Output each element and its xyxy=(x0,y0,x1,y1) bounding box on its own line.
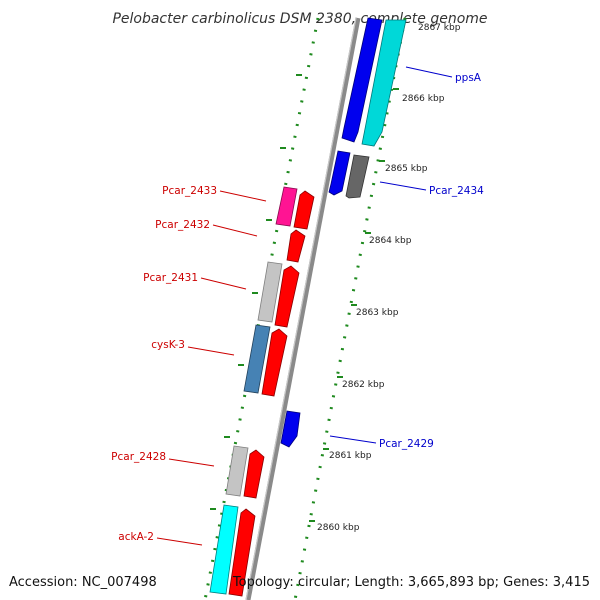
gene-cysK-3-red[interactable] xyxy=(261,328,288,397)
tick-label: 2864 kbp xyxy=(369,236,412,246)
outer-major-ticks xyxy=(309,88,399,522)
gene-label-cysK-3[interactable]: cysK-3 xyxy=(151,339,185,351)
gene-label-pcar-2432[interactable]: Pcar_2432 xyxy=(155,219,210,231)
gene-pcar-2432[interactable] xyxy=(286,229,306,263)
tick-label: 2865 kbp xyxy=(385,164,428,174)
inner-major-ticks xyxy=(210,74,302,510)
topology-text: Topology: circular; Length: 3,665,893 bp… xyxy=(232,575,590,590)
gene-pcar-2428-red[interactable] xyxy=(243,449,265,499)
leader-line-pcar-2428 xyxy=(168,458,215,467)
gene-pcar-2429[interactable] xyxy=(280,410,301,448)
leader-line-cysK-3 xyxy=(187,346,235,356)
gene-pcar-2433-magenta[interactable] xyxy=(275,186,298,227)
gene-cysK-3-steelblue[interactable] xyxy=(243,324,271,394)
leader-line-ackA-2 xyxy=(156,537,203,546)
tick-label: 2866 kbp xyxy=(402,94,445,104)
gene-pcar-2431-grey[interactable] xyxy=(257,261,283,323)
gene-pcar-2433-red[interactable] xyxy=(293,190,315,230)
gene-ppsA-blue[interactable] xyxy=(341,17,383,143)
gene-label-pcar-2429[interactable]: Pcar_2429 xyxy=(379,438,434,450)
gene-label-pcar-2433[interactable]: Pcar_2433 xyxy=(162,185,217,197)
leader-line-pcar-2433 xyxy=(219,190,267,202)
leader-line-pcar-2432 xyxy=(212,224,258,237)
leader-line-pcar-2429 xyxy=(329,435,377,444)
tick-label: 2860 kbp xyxy=(317,523,360,533)
leader-line-pcar-2434 xyxy=(379,181,427,191)
outer-tick-ring xyxy=(293,17,407,600)
forward-gene-labels: ppsA Pcar_2434 Pcar_2429 xyxy=(329,66,484,450)
gene-pcar-2431-red[interactable] xyxy=(274,265,300,328)
gene-label-pcar-2434[interactable]: Pcar_2434 xyxy=(429,185,484,197)
gene-ackA-2-cyan[interactable] xyxy=(209,504,239,595)
position-ticks: 2867 kbp 2866 kbp 2865 kbp 2864 kbp 2863… xyxy=(317,23,461,533)
tick-label: 2862 kbp xyxy=(342,380,385,390)
leader-line-pcar-2431 xyxy=(200,277,247,290)
tick-label: 2863 kbp xyxy=(356,308,399,318)
genome-backbone-highlight xyxy=(245,17,357,600)
leader-line-ppsA xyxy=(405,66,453,78)
gene-pcar-2428-grey[interactable] xyxy=(225,445,249,497)
gene-pcar-2434-grey[interactable] xyxy=(345,154,370,199)
gene-label-ackA-2[interactable]: ackA-2 xyxy=(118,531,154,543)
tick-label: 2861 kbp xyxy=(329,451,372,461)
gene-ackA-2-red[interactable] xyxy=(228,508,256,597)
gene-ppsA-cyan[interactable] xyxy=(361,19,407,147)
genome-backbone xyxy=(245,17,361,600)
gene-label-ppsA[interactable]: ppsA xyxy=(455,72,482,84)
accession-text: Accession: NC_007498 xyxy=(9,575,157,590)
tick-label: 2867 kbp xyxy=(418,23,461,33)
gene-label-pcar-2431[interactable]: Pcar_2431 xyxy=(143,272,198,284)
gene-label-pcar-2428[interactable]: Pcar_2428 xyxy=(111,451,166,463)
reverse-gene-labels: Pcar_2433 Pcar_2432 Pcar_2431 cysK-3 Pca… xyxy=(111,185,267,546)
gene-pcar-2434-blue[interactable] xyxy=(328,150,351,196)
